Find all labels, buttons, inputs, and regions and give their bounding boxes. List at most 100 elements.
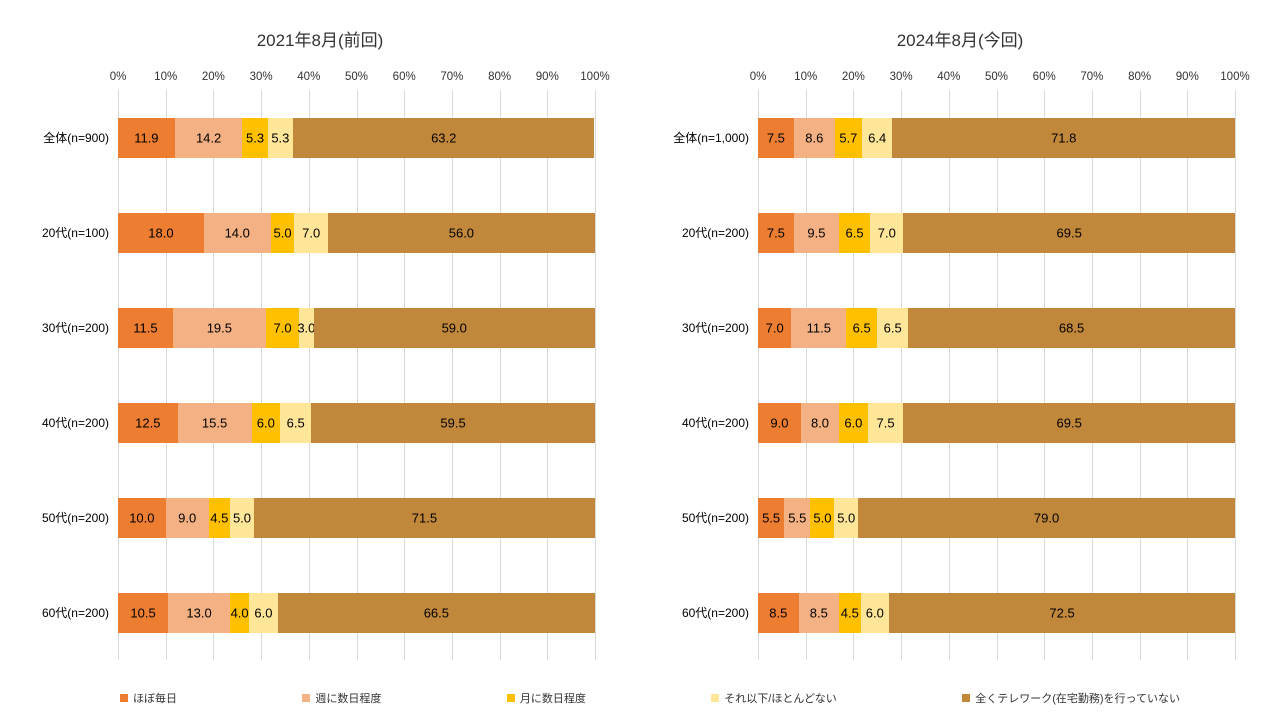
bar-value-label: 19.5 [206, 320, 232, 335]
x-axis-tick-label: 80% [1128, 71, 1152, 83]
x-axis-tick-label: 70% [440, 71, 464, 83]
bar-value-label: 5.0 [232, 510, 252, 525]
bar-value-label: 5.0 [813, 510, 832, 525]
bar-value-label: 9.5 [807, 225, 826, 240]
bar-value-label: 6.5 [286, 415, 305, 430]
bar-value-label: 9.0 [178, 510, 197, 525]
gridline [1187, 90, 1189, 660]
bar-segment: 10.5 [118, 592, 169, 633]
bar-segment: 71.5 [253, 497, 595, 538]
bar-value-label: 56.0 [448, 225, 475, 240]
gridlines [758, 90, 1236, 660]
bar-segment: 12.5 [118, 402, 178, 443]
bar-value-label: 9.0 [770, 415, 789, 430]
chart-body: 0% 10% 20% 30% 40% 50% 60% 70% 80% 90% 100% 全体(n=9… [0, 56, 640, 660]
legend-item: ほぼ毎日 [120, 690, 177, 706]
charts-container: 2021年8月(前回) 0% 10% 20% 30% 40% 50% 60% 70% 80% 90… [0, 0, 1250, 660]
bar-value-label: 71.8 [1051, 130, 1077, 145]
stacked-bar: 11.9 14.2 5.3 5.3 63.2 [118, 117, 595, 158]
bar-value-label: 5.5 [788, 510, 807, 525]
bar-value-label: 8.6 [805, 130, 824, 145]
x-axis-tick-label: 90% [535, 71, 559, 83]
category-label: 全体(n=900) [43, 131, 109, 145]
category-label: 20代(n=200) [681, 226, 749, 240]
bar-value-label: 4.5 [210, 510, 229, 525]
bar-value-label: 7.0 [273, 320, 292, 335]
bar-segment: 7.0 [758, 307, 792, 348]
bar-value-label: 6.0 [865, 605, 884, 620]
chart-row: 全体(n=900) 11.9 14.2 5.3 5.3 63.2 [0, 90, 595, 185]
bar-value-label: 7.0 [877, 225, 896, 240]
bar-value-label: 6.0 [254, 605, 273, 620]
legend-item: 全くテレワーク(在宅勤務)を行っていない [962, 690, 1180, 706]
x-axis-tick-label: 70% [1080, 71, 1104, 83]
bar-segment: 5.7 [834, 117, 862, 158]
bar-rows: 全体(n=900) 11.9 14.2 5.3 5.3 63.2 20代(n=100) 18.… [0, 90, 595, 660]
bar-value-label: 59.0 [441, 320, 467, 335]
x-axis-tick-label: 40% [297, 71, 321, 83]
bar-value-label: 4.0 [230, 605, 249, 620]
legend-label: 週に数日程度 [315, 693, 382, 705]
bar-segment: 5.5 [784, 497, 811, 538]
bar-segment: 10.0 [118, 497, 166, 538]
bar-value-label: 63.2 [431, 130, 457, 145]
bar-segment: 6.5 [280, 402, 312, 443]
bar-value-label: 10.5 [130, 605, 156, 620]
chart-row: 40代(n=200) 12.5 15.5 6.0 6.5 59.5 [0, 375, 595, 470]
bar-segment: 9.0 [758, 402, 801, 443]
bar-value-label: 5.0 [273, 225, 292, 240]
stacked-bar: 10.5 13.0 4.0 6.0 66.5 [118, 592, 595, 633]
x-axis-tick-label: 10% [794, 71, 818, 83]
bar-segment: 14.0 [203, 212, 271, 253]
category-label: 30代(n=200) [41, 321, 109, 335]
bar-segment: 11.5 [791, 307, 847, 348]
bar-segment: 5.0 [810, 497, 835, 538]
bar-segment: 72.5 [889, 592, 1235, 633]
gridline [356, 90, 358, 660]
bar-segment: 14.2 [174, 117, 243, 158]
bar-segment: 59.5 [311, 402, 595, 443]
chart-row: 50代(n=200) 5.5 5.5 5.0 5.0 79.0 [640, 470, 1235, 565]
bar-segment: 13.0 [168, 592, 231, 633]
gridline [948, 90, 950, 660]
gridline [595, 90, 596, 660]
gridline [165, 90, 167, 660]
category-label: 全体(n=1,000) [673, 131, 749, 145]
chart-row: 30代(n=200) 11.5 19.5 7.0 3.0 59.0 [0, 280, 595, 375]
bar-value-label: 4.5 [840, 605, 859, 620]
bar-value-label: 7.5 [876, 415, 895, 430]
bar-segment: 7.5 [758, 212, 794, 253]
legend-item: 月に数日程度 [506, 690, 586, 706]
bar-segment: 8.5 [758, 592, 799, 633]
bar-segment: 4.0 [230, 592, 250, 633]
bar-value-label: 5.3 [271, 130, 290, 145]
bar-value-label: 7.5 [766, 130, 785, 145]
bar-segment: 69.5 [903, 212, 1235, 253]
bar-segment: 63.2 [293, 117, 595, 158]
gridline [996, 90, 998, 660]
bar-segment: 59.0 [313, 307, 595, 348]
x-axis: 0% 10% 20% 30% 40% 50% 60% 70% 80% 90% 100% [750, 56, 1250, 90]
bar-segment: 5.3 [267, 117, 293, 158]
bar-segment: 79.0 [858, 497, 1235, 538]
x-axis-tick-label: 60% [1032, 71, 1056, 83]
gridline [901, 90, 903, 660]
bar-value-label: 8.0 [810, 415, 830, 430]
bar-segment: 8.0 [800, 402, 840, 443]
category-label: 60代(n=200) [41, 606, 109, 620]
bar-segment: 8.6 [793, 117, 835, 158]
bar-segment: 6.0 [251, 402, 281, 443]
bar-value-label: 72.5 [1049, 605, 1075, 620]
legend-swatch [711, 694, 720, 702]
legend-label: 月に数日程度 [519, 693, 586, 705]
chart-2021-august: 2021年8月(前回) 0% 10% 20% 30% 40% 50% 60% 70% 80% 90… [0, 0, 640, 660]
bar-value-label: 66.5 [423, 605, 450, 620]
category-label: 60代(n=200) [681, 606, 749, 620]
bar-value-label: 71.5 [411, 510, 438, 525]
bar-value-label: 6.5 [852, 320, 871, 335]
bar-segment: 71.8 [892, 117, 1235, 158]
bar-segment: 68.5 [908, 307, 1235, 348]
stacked-bar: 7.5 8.6 5.7 6.4 71.8 [758, 117, 1235, 158]
bar-segment: 7.0 [870, 212, 904, 253]
bar-value-label: 8.5 [809, 605, 828, 620]
